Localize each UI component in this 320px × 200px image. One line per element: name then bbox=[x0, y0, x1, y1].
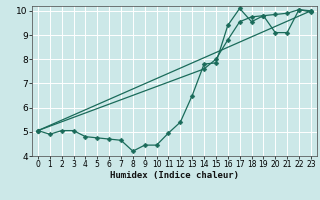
X-axis label: Humidex (Indice chaleur): Humidex (Indice chaleur) bbox=[110, 171, 239, 180]
